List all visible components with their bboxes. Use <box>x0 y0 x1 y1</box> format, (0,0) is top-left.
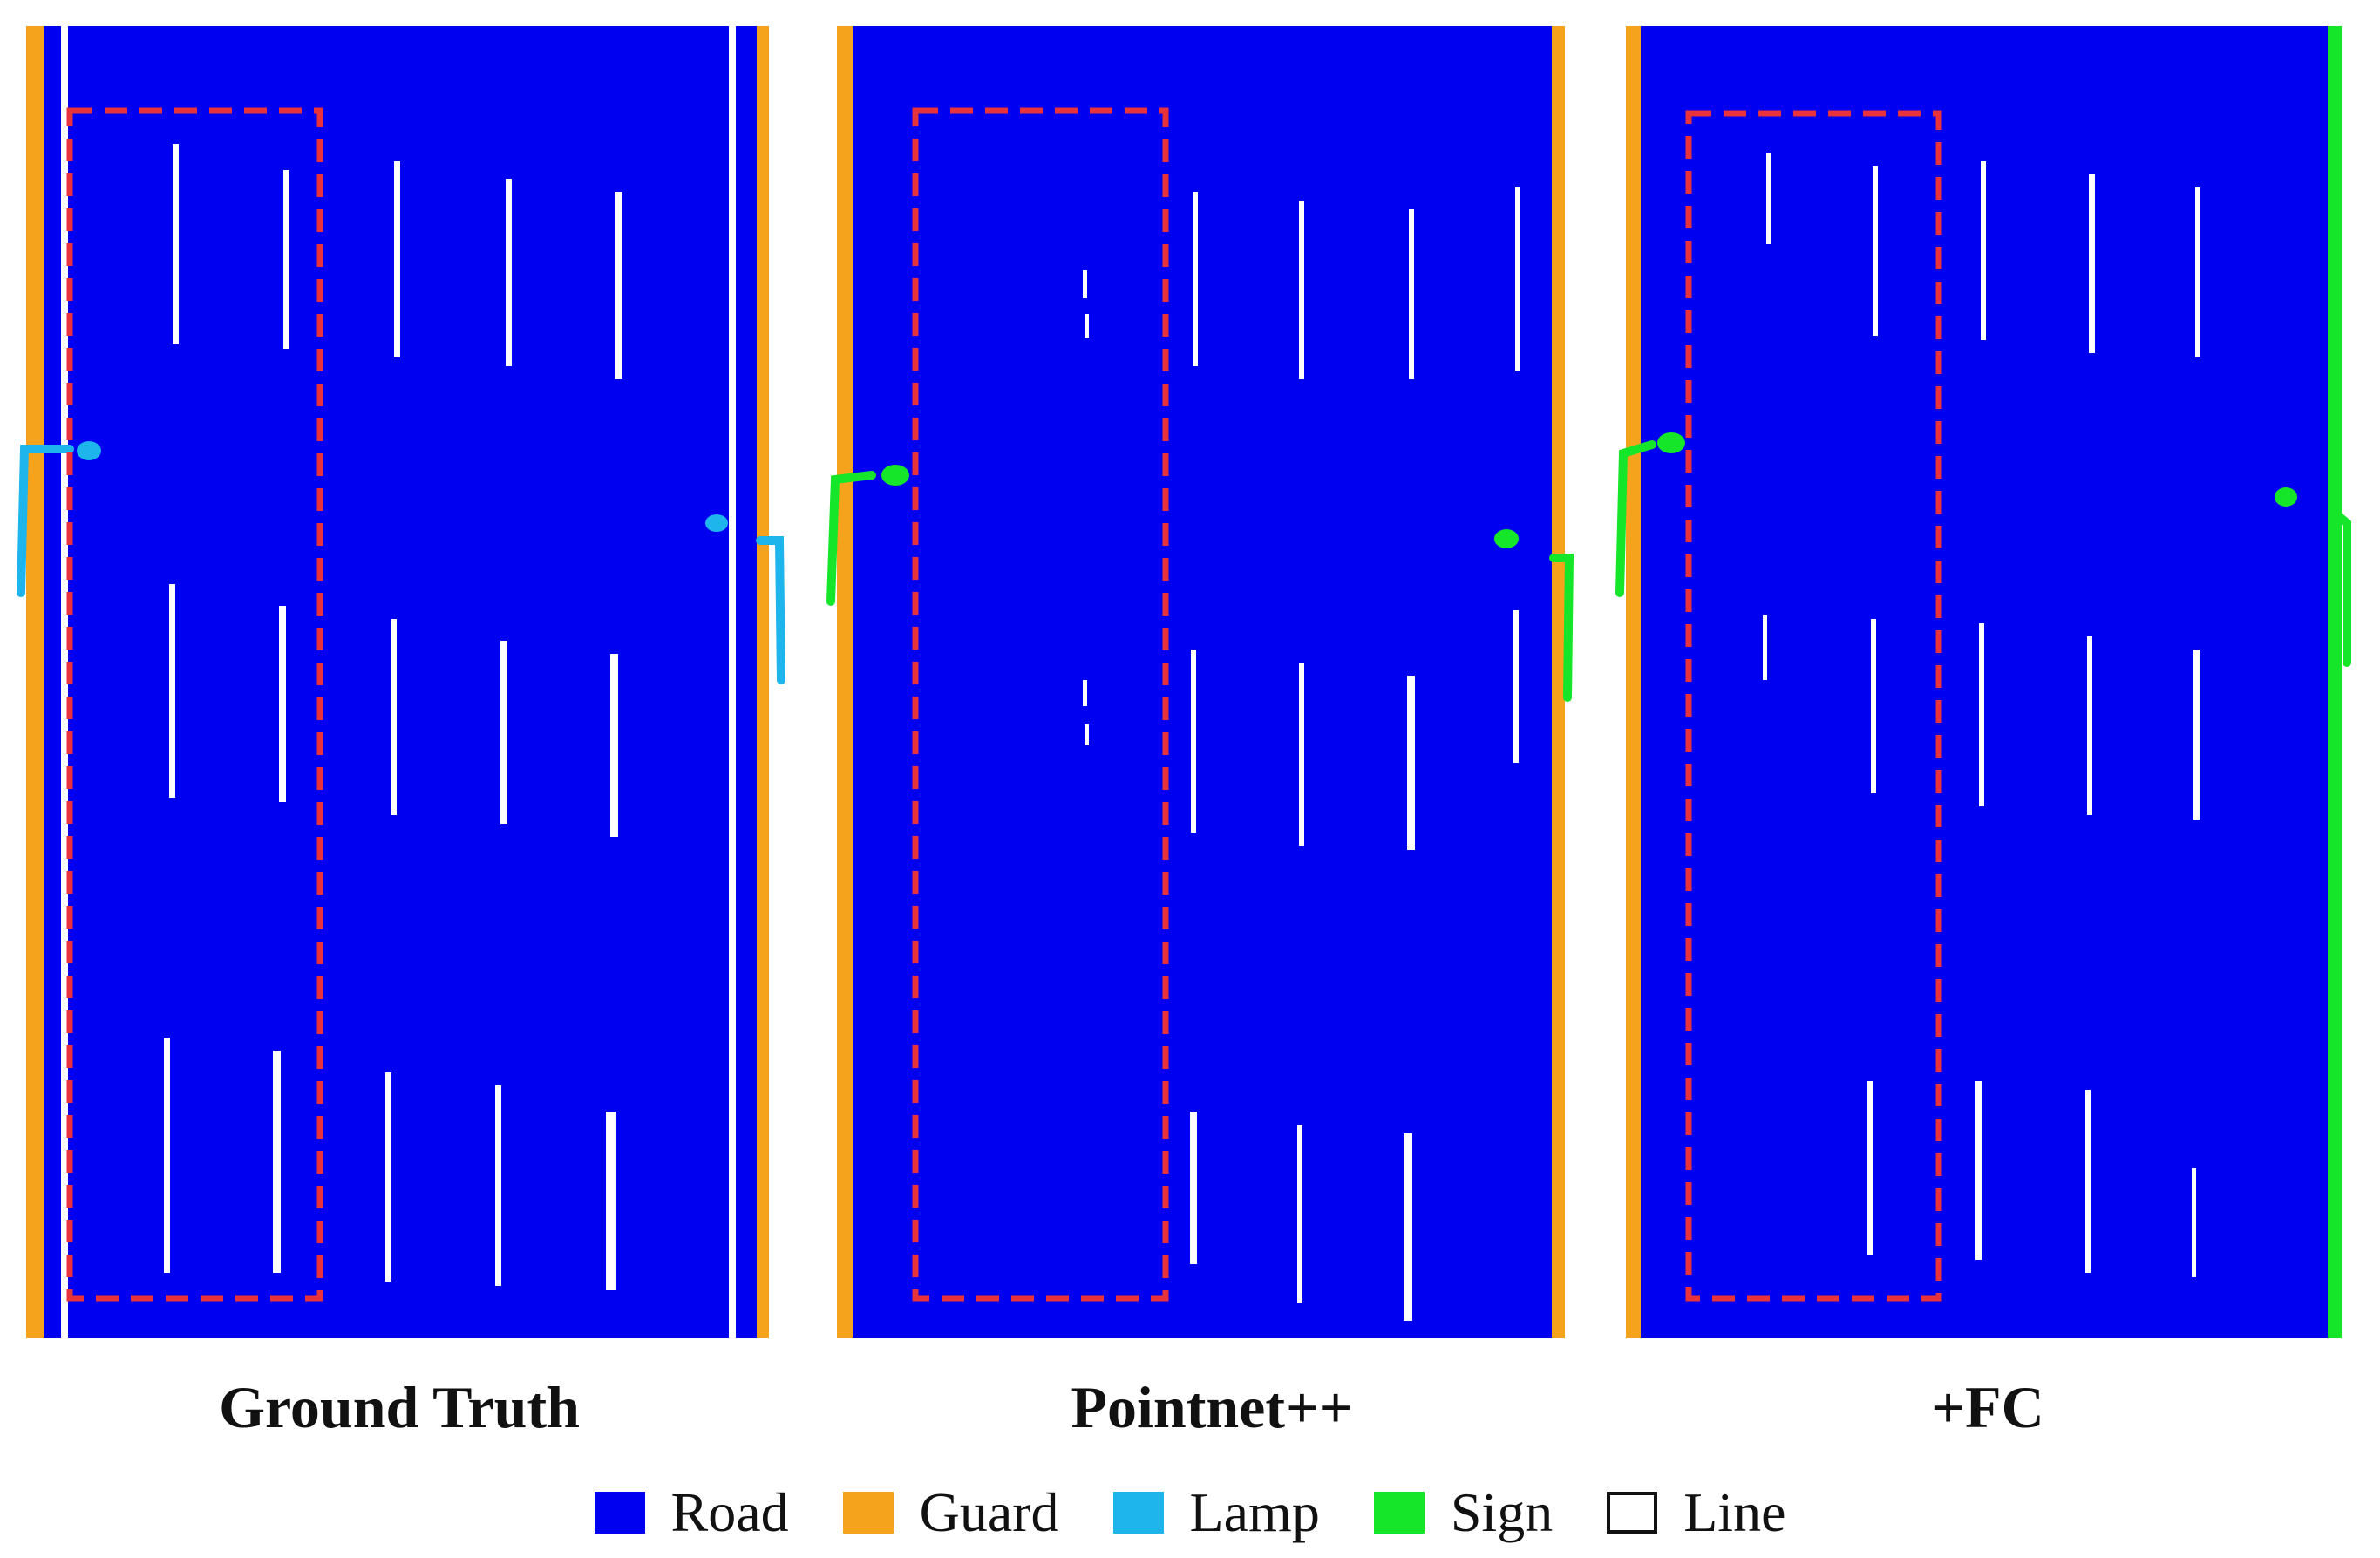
lamp-swatch <box>1112 1492 1164 1534</box>
highlight-box <box>66 107 323 1302</box>
legend-item-line: Line <box>1607 1480 1785 1545</box>
line-swatch <box>1607 1492 1658 1534</box>
panel-fc <box>1615 26 2351 1338</box>
lane-markings <box>1083 187 1520 1321</box>
legend-item-guard: Guard <box>842 1480 1059 1545</box>
road-edge-line-right <box>729 26 736 1338</box>
panel-pointnet <box>826 26 1574 1338</box>
panel-label-ground-truth: Ground Truth <box>219 1374 580 1440</box>
panel-label-fc: +FC <box>1931 1374 2044 1440</box>
lamp-right <box>2275 487 2351 667</box>
lamp-right <box>705 514 785 684</box>
legend-label: Lamp <box>1189 1481 1320 1543</box>
road-area <box>853 26 1552 1338</box>
road-swatch <box>594 1492 645 1534</box>
lane-markings <box>1763 153 2200 1277</box>
legend-item-lamp: Lamp <box>1112 1480 1320 1545</box>
legend-item-road: Road <box>594 1480 789 1545</box>
guard-swatch <box>842 1492 894 1534</box>
lamp-left <box>826 465 909 606</box>
panel-ground-truth <box>17 26 785 1338</box>
highlight-box <box>912 107 1169 1302</box>
sign-swatch <box>1373 1492 1425 1534</box>
legend-label: Guard <box>919 1481 1059 1543</box>
panel-label-pointnet: Pointnet++ <box>1071 1374 1353 1440</box>
highlight-box <box>1685 110 1942 1302</box>
legend-label: Road <box>670 1481 789 1543</box>
legend-label: Sign <box>1450 1481 1554 1543</box>
road-edge-line-left <box>61 26 68 1338</box>
lamp-right <box>1494 529 1574 702</box>
legend-label: Line <box>1683 1481 1786 1543</box>
legend: Road Guard Lamp Sign Line <box>0 1473 2380 1552</box>
lamp-left <box>17 441 101 597</box>
lane-markings <box>164 144 622 1290</box>
legend-item-sign: Sign <box>1373 1480 1554 1545</box>
lamp-left <box>1615 432 1685 597</box>
